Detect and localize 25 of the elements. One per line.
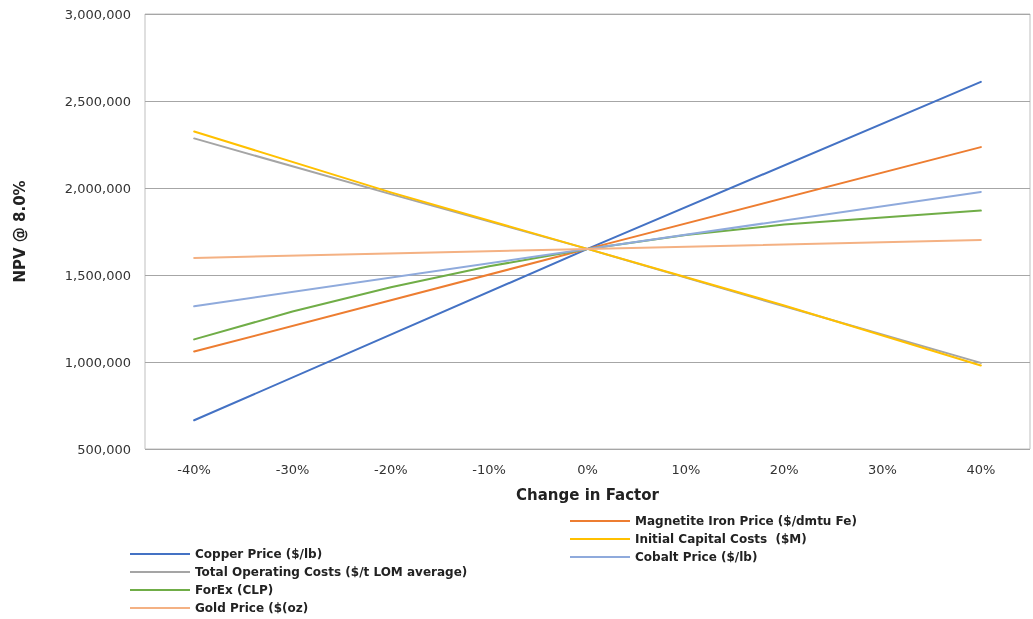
x-tick-label: 0% xyxy=(577,462,598,477)
legend-label: Magnetite Iron Price ($/dmtu Fe) xyxy=(635,514,857,528)
x-tick-label: 30% xyxy=(868,462,897,477)
legend-label: Gold Price ($(oz) xyxy=(195,601,309,615)
y-axis-title: NPV @ 8.0% xyxy=(10,180,29,283)
line-series xyxy=(193,209,982,341)
y-tick-label: 1,000,000 xyxy=(64,354,131,370)
y-tick-label: 2,500,000 xyxy=(64,93,131,109)
x-tick-label: -20% xyxy=(374,462,408,477)
y-tick-label: 500,000 xyxy=(77,441,131,457)
legend-label: Cobalt Price ($/lb) xyxy=(635,550,758,564)
legend-label: Total Operating Costs ($/t LOM average) xyxy=(195,565,468,579)
legend-label: Initial Capital Costs ($M) xyxy=(635,532,807,546)
x-tick-label: 10% xyxy=(671,462,701,477)
x-tick-label: -10% xyxy=(472,462,506,477)
y-tick-label: 1,500,000 xyxy=(64,267,131,283)
x-tick-label: 20% xyxy=(769,462,799,477)
y-tick-label: 2,000,000 xyxy=(64,180,131,196)
legend-label: ForEx (CLP) xyxy=(195,583,274,597)
x-tick-label: -40% xyxy=(177,462,211,477)
x-axis-title: Change in Factor xyxy=(516,485,660,504)
legend-label: Copper Price ($/lb) xyxy=(195,547,323,561)
x-tick-label: 40% xyxy=(966,462,996,477)
y-tick-label: 3,000,000 xyxy=(64,6,131,22)
x-tick-label: -30% xyxy=(275,462,310,477)
